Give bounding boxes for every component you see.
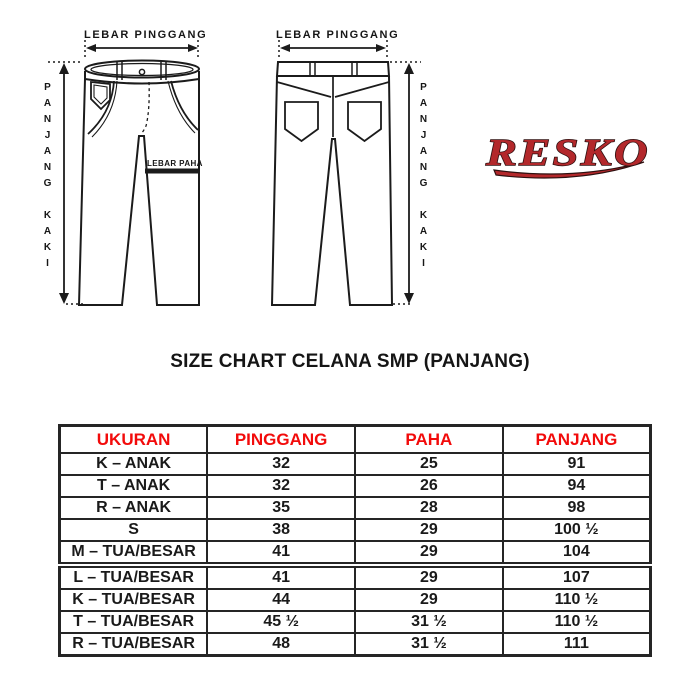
size-name-cell: K – ANAK (58, 452, 209, 476)
size-name-cell: M – TUA/BESAR (58, 540, 209, 566)
measurement-cell: 29 (354, 540, 504, 566)
measurement-cell: 29 (354, 588, 504, 612)
measurement-cell: 94 (501, 474, 652, 498)
size-name-cell: T – ANAK (58, 474, 209, 498)
resko-logo-art: RESKO (484, 131, 650, 179)
measurement-cell: 100 ½ (501, 518, 652, 542)
measurement-cell: 111 (501, 632, 652, 657)
table-row: M – TUA/BESAR 41 29 104 (58, 540, 652, 566)
measurement-cell: 38 (206, 518, 356, 542)
table-row: K – TUA/BESAR 44 29 110 ½ (58, 588, 652, 612)
measurement-cell: 44 (206, 588, 356, 612)
thigh-width-label: LEBAR PAHA (147, 159, 203, 168)
table-row: R – TUA/BESAR 48 31 ½ 111 (58, 632, 652, 657)
size-name-cell: S (58, 518, 209, 542)
table-row: K – ANAK 32 25 91 (58, 452, 652, 476)
table-row: R – ANAK 35 28 98 (58, 496, 652, 520)
table-row: T – TUA/BESAR 45 ½ 31 ½ 110 ½ (58, 610, 652, 634)
measurement-cell: 110 ½ (501, 610, 652, 634)
size-name-cell: R – ANAK (58, 496, 209, 520)
measurement-cell: 29 (354, 562, 504, 590)
column-header: PINGGANG (206, 424, 356, 454)
table-row: S 38 29 100 ½ (58, 518, 652, 542)
logo-underline-swoosh (493, 161, 645, 179)
measure-arrows (63, 47, 410, 299)
measurement-cell: 32 (206, 474, 356, 498)
measurement-cell: 107 (501, 562, 652, 590)
size-table: UKURAN PINGGANG PAHA PANJANG K – ANAK 32 25 91… (58, 424, 652, 657)
measurement-cell: 45 ½ (206, 610, 356, 634)
back-leg-length-label: PANJANG KAKI (418, 82, 429, 274)
measurement-cell: 98 (501, 496, 652, 520)
dotted-guides (48, 40, 421, 305)
measurement-cell: 31 ½ (354, 610, 504, 634)
column-header: PANJANG (501, 424, 652, 454)
pants-line-art (48, 40, 421, 306)
measurement-cell: 110 ½ (501, 588, 652, 612)
size-name-cell: T – TUA/BESAR (58, 610, 209, 634)
table-row: L – TUA/BESAR 41 29 107 (58, 562, 652, 590)
size-name-cell: R – TUA/BESAR (58, 632, 209, 657)
size-name-cell: K – TUA/BESAR (58, 588, 209, 612)
measurement-cell: 31 ½ (354, 632, 504, 657)
front-leg-length-label: PANJANG KAKI (42, 82, 53, 274)
table-header-row: UKURAN PINGGANG PAHA PANJANG (58, 424, 652, 454)
measurement-cell: 41 (206, 540, 356, 566)
measurement-cell: 41 (206, 562, 356, 590)
measurement-cell: 35 (206, 496, 356, 520)
front-waist-label: LEBAR PINGGANG (84, 29, 208, 41)
back-pant-drawing (270, 61, 394, 306)
resko-logo-text: RESKO (485, 132, 650, 174)
column-header: PAHA (354, 424, 504, 454)
measurement-cell: 104 (501, 540, 652, 566)
measurement-cell: 28 (354, 496, 504, 520)
measurement-cell: 48 (206, 632, 356, 657)
back-waist-label: LEBAR PINGGANG (276, 29, 400, 41)
size-name-cell: L – TUA/BESAR (58, 562, 209, 590)
table-row: T – ANAK 32 26 94 (58, 474, 652, 498)
measurement-cell: 29 (354, 518, 504, 542)
measurement-cell: 25 (354, 452, 504, 476)
measurement-cell: 26 (354, 474, 504, 498)
arrowhead-icons (59, 44, 414, 304)
front-pant-drawing (77, 59, 200, 306)
measurement-cell: 91 (501, 452, 652, 476)
column-header: UKURAN (58, 424, 209, 454)
table-body: K – ANAK 32 25 91 T – ANAK 32 26 94 R – ANAK 35 28… (58, 452, 652, 657)
measurement-cell: 32 (206, 452, 356, 476)
page-title: SIZE CHART CELANA SMP (PANJANG) (170, 351, 530, 372)
resko-logo: RESKO (478, 128, 662, 186)
